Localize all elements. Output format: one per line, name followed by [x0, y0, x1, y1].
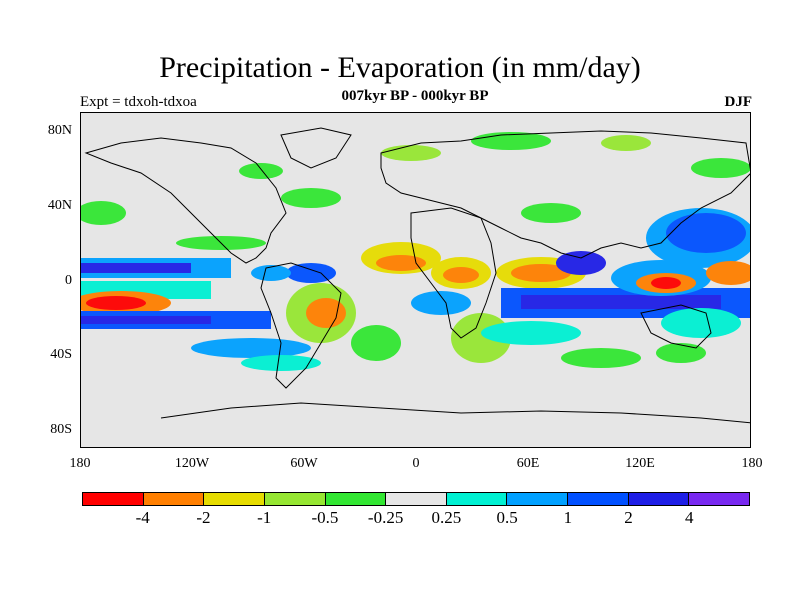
color-bar-label: -0.5 [311, 508, 339, 527]
season-label: DJF [724, 94, 753, 110]
color-bar-label: 1 [563, 508, 573, 527]
y-tick-label: 40N [47, 198, 72, 213]
color-bar-segment [204, 493, 265, 505]
color-bar-segment [83, 493, 144, 505]
chart-subtitle: 007kyr BP - 000kyr BP [341, 88, 489, 104]
color-bar-label: 4 [685, 508, 694, 527]
color-bar-label: -2 [196, 508, 211, 527]
color-bar [82, 492, 750, 506]
color-bar-label: -1 [257, 508, 272, 527]
color-bar-segment [446, 493, 508, 505]
color-bar-segment [507, 493, 569, 505]
color-bar-label: 0.5 [496, 508, 518, 527]
world-map [80, 112, 751, 448]
y-tick-label: 40S [50, 347, 72, 362]
y-tick-label: 80S [50, 422, 72, 437]
color-bar-segment [568, 493, 629, 505]
x-tick-label: 60W [290, 456, 318, 471]
x-tick-label: 0 [412, 456, 420, 471]
experiment-label: Expt = tdxoh-tdxoa [80, 94, 197, 110]
chart-title: Precipitation - Evaporation (in mm/day) [159, 51, 641, 84]
x-tick-label: 180 [69, 456, 91, 471]
map-field [81, 127, 750, 424]
color-bar-segment [386, 493, 447, 505]
x-tick-label: 120W [174, 456, 210, 471]
color-bar-segment [325, 493, 387, 505]
y-tick-label: 0 [65, 273, 72, 288]
color-bar-label: -4 [135, 508, 150, 527]
color-bar-label: -0.25 [367, 508, 404, 527]
x-tick-label: 60E [516, 456, 540, 471]
color-bar-segment [143, 493, 205, 505]
color-bar-segment [264, 493, 326, 505]
color-bar-segment [689, 493, 750, 505]
y-tick-label: 80N [47, 123, 72, 138]
x-tick-label: 180 [741, 456, 763, 471]
color-bar-label: 2 [624, 508, 633, 527]
color-bar-segment [628, 493, 690, 505]
color-bar-label: 0.25 [431, 508, 462, 527]
x-tick-label: 120E [625, 456, 655, 471]
